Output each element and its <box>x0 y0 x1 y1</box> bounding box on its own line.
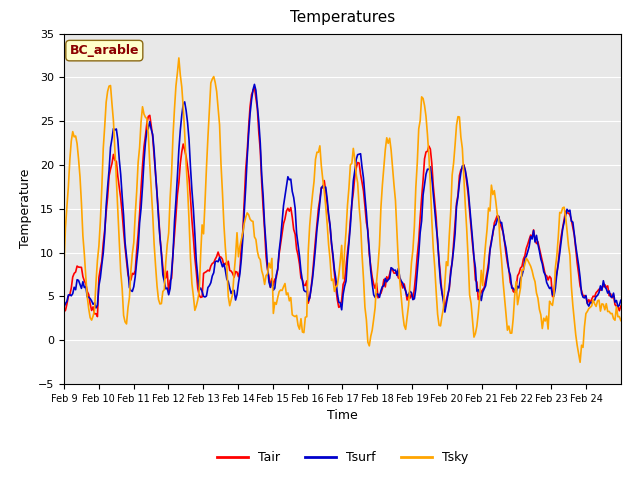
Text: BC_arable: BC_arable <box>70 44 139 57</box>
Tsurf <box>617 298 625 303</box>
Tsky <box>97 219 104 225</box>
Tsurf <box>79 279 87 285</box>
Tair <box>60 309 68 314</box>
Tair <box>79 274 87 279</box>
Y-axis label: Temperature: Temperature <box>19 169 33 249</box>
Tsky <box>175 55 182 61</box>
Tsurf <box>460 163 468 168</box>
Tair <box>93 314 101 320</box>
Tsky <box>616 313 623 319</box>
Tsky <box>348 160 356 166</box>
Line: Tsky: Tsky <box>64 58 621 362</box>
Tsurf <box>441 309 449 315</box>
Tair <box>617 303 625 309</box>
Tsky <box>79 233 87 239</box>
Tsurf <box>251 82 259 87</box>
Tsurf <box>616 302 623 308</box>
Tair <box>460 162 468 168</box>
Tsurf <box>97 275 104 280</box>
Tair <box>251 84 259 90</box>
Tair <box>543 273 550 279</box>
Title: Temperatures: Temperatures <box>290 11 395 25</box>
Tsurf <box>60 304 68 310</box>
Tair <box>349 190 357 195</box>
Tsky <box>541 318 549 324</box>
Line: Tair: Tair <box>64 87 621 317</box>
Tsurf <box>543 279 550 285</box>
Tsky <box>617 318 625 324</box>
Legend: Tair, Tsurf, Tsky: Tair, Tsurf, Tsky <box>212 446 473 469</box>
Line: Tsurf: Tsurf <box>64 84 621 312</box>
Tsky <box>458 145 466 151</box>
Tair <box>98 258 106 264</box>
Tair <box>616 308 623 313</box>
Tsurf <box>348 201 356 206</box>
X-axis label: Time: Time <box>327 409 358 422</box>
Tsky <box>60 261 68 267</box>
Tsky <box>576 360 584 365</box>
